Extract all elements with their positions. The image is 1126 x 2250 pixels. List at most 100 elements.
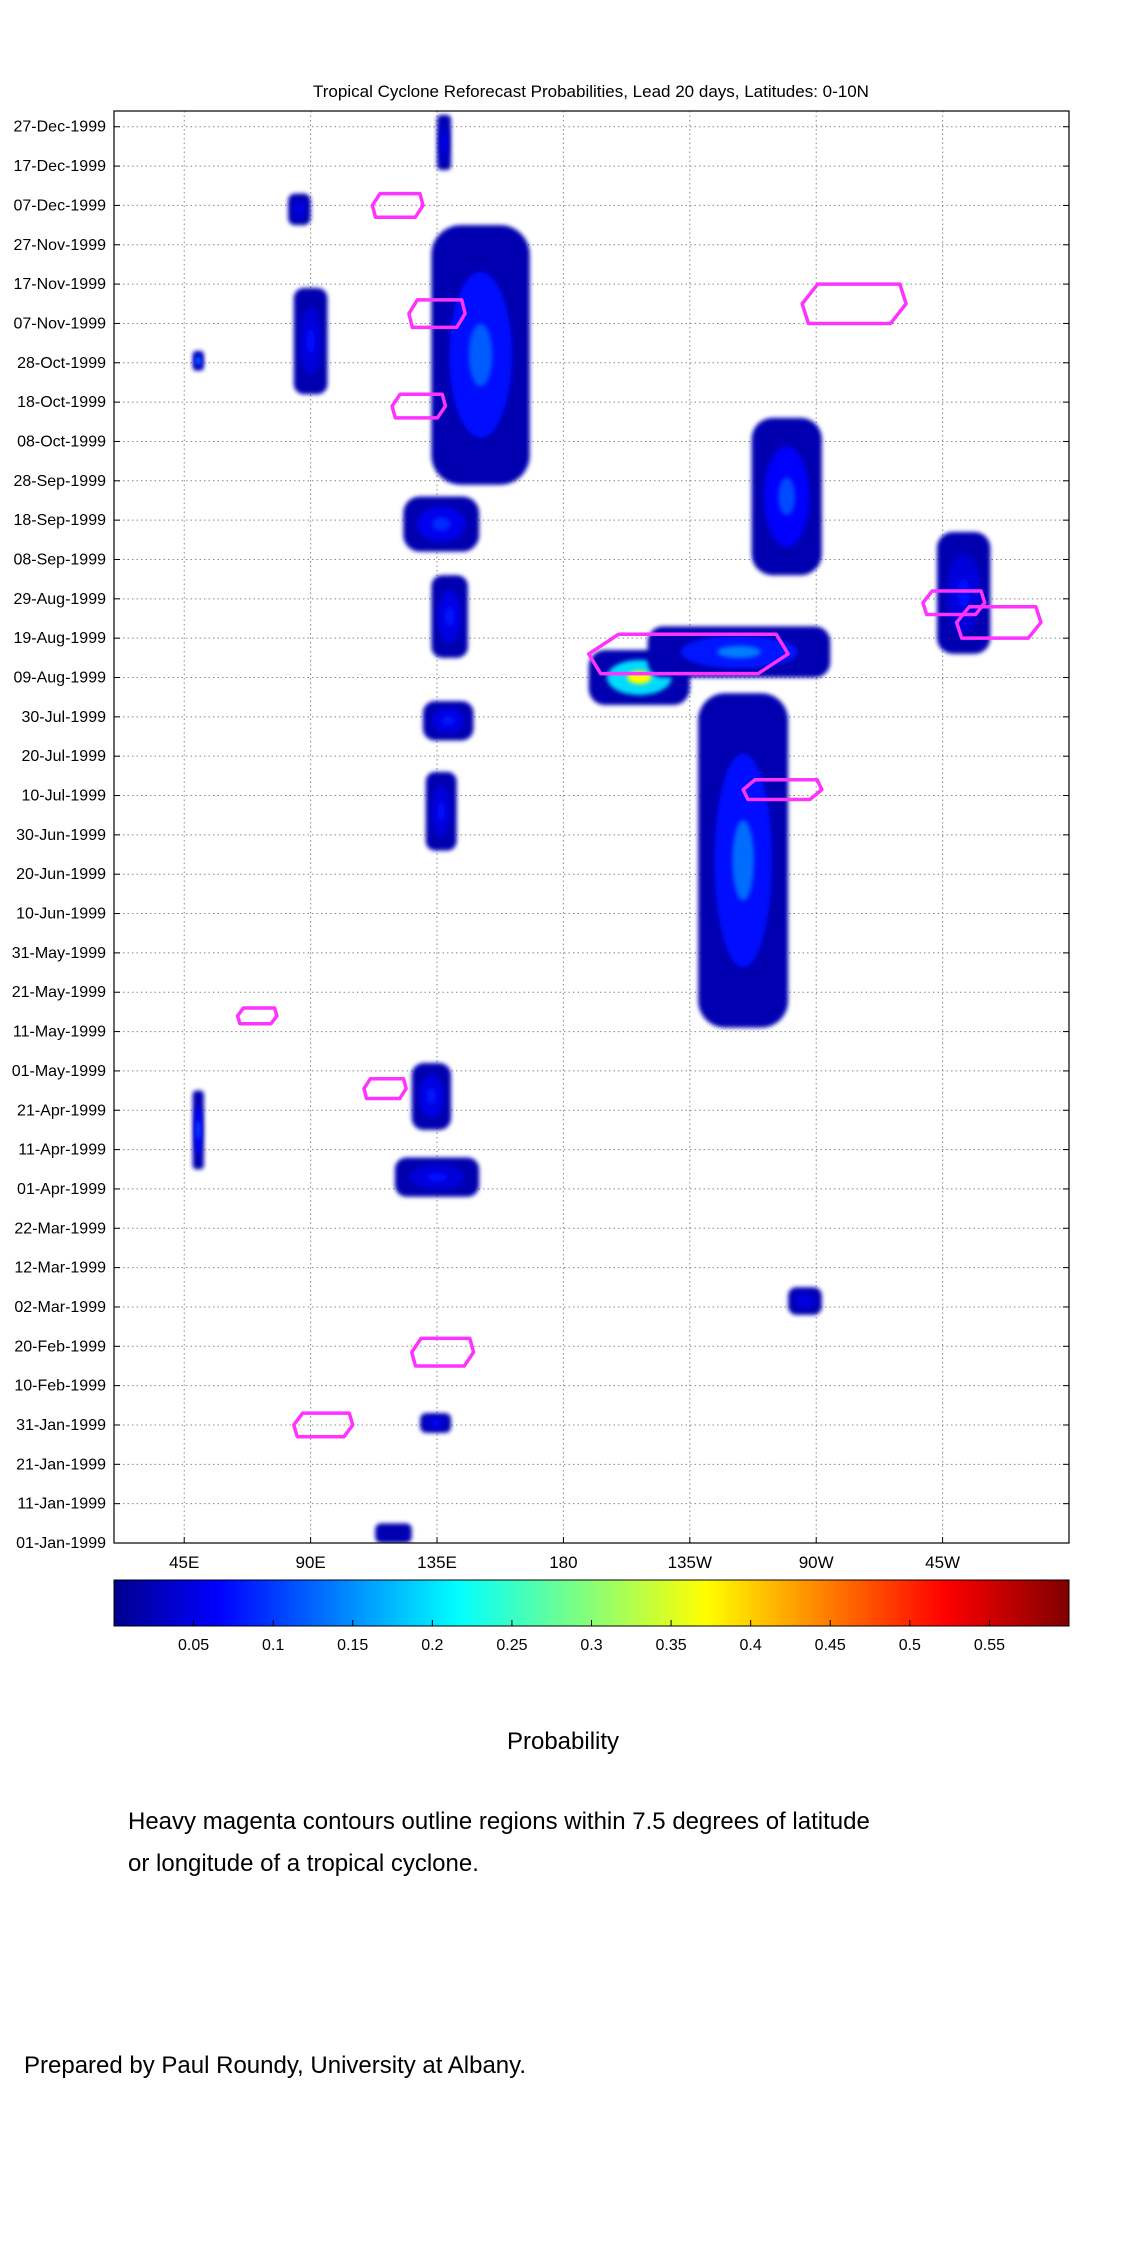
region-outer [375,1523,412,1543]
y-tick-label: 20-Jul-1999 [22,748,107,765]
y-tick-label: 07-Nov-1999 [14,315,107,332]
colorbar-tick-label: 0.5 [899,1637,921,1654]
cyclone-contour [921,589,987,617]
cyclone-contour [586,632,790,676]
probability-region [411,1063,452,1130]
cyclone-contour [292,1411,355,1439]
cyclone-contour [407,298,467,330]
colorbar-tick-label: 0.2 [421,1637,443,1654]
region-core [732,820,754,901]
plot-area [114,111,1069,1543]
colorbar-tick-label: 0.35 [656,1637,687,1654]
y-axis: 27-Dec-1999 17-Dec-1999 07-Dec-1999 27-Nov-… [12,119,1069,1552]
probability-region [293,288,328,395]
colorbar-tick-label: 0.25 [496,1637,527,1654]
y-tick-label: 10-Jul-1999 [22,788,107,805]
probability-region [788,1287,822,1315]
region-core [468,323,493,387]
cyclone-contour [390,392,448,420]
x-tick-label: 45W [925,1553,960,1572]
y-tick-label: 28-Sep-1999 [13,473,106,490]
region-core [432,517,451,531]
colorbar [113,1579,1070,1627]
x-tick-label: 135W [668,1553,712,1572]
y-tick-label: 20-Jun-1999 [16,866,106,883]
y-tick-label: 01-May-1999 [12,1063,106,1080]
y-tick-label: 07-Dec-1999 [14,197,107,214]
y-tick-label: 29-Aug-1999 [13,591,106,608]
y-tick-label: 12-Mar-1999 [14,1260,106,1277]
note-line-1: Heavy magenta contours outline regions w… [128,1808,870,1835]
region-core [717,645,761,659]
cyclone-contour [362,1077,408,1101]
probability-region [647,626,831,678]
y-tick-label: 30-Jun-1999 [16,827,106,844]
y-tick-label: 01-Apr-1999 [17,1181,106,1198]
chart-title: Tropical Cyclone Reforecast Probabilitie… [313,82,869,101]
region-core [442,716,455,726]
y-tick-label: 09-Aug-1999 [13,670,106,687]
y-tick-label: 10-Feb-1999 [14,1378,106,1395]
probability-region [403,496,480,552]
y-tick-label: 11-Jan-1999 [17,1496,106,1513]
probability-regions [192,114,991,1543]
y-tick-label: 30-Jul-1999 [22,709,107,726]
y-tick-label: 27-Nov-1999 [14,237,107,254]
y-tick-label: 08-Oct-1999 [17,433,106,450]
x-tick-label: 45E [169,1553,199,1572]
x-axis: 45E 90E 135E 180 135W 90W 45W [169,1537,960,1572]
region-core [196,358,201,364]
cyclone-contour [370,191,425,219]
credit-line: Prepared by Paul Roundy, University at A… [24,2052,527,2079]
region-core [800,1297,810,1305]
colorbar-tick-label: 0.55 [974,1637,1005,1654]
colorbar-tick-label: 0.1 [262,1637,284,1654]
probability-region [394,1157,480,1197]
y-tick-label: 28-Oct-1999 [17,355,106,372]
y-tick-label: 22-Mar-1999 [14,1220,106,1237]
probability-region [288,193,311,226]
cyclone-contour [954,604,1043,640]
y-tick-label: 21-May-1999 [12,984,106,1001]
region-core [445,606,455,627]
colorbar-tick-label: 0.15 [337,1637,368,1654]
probability-region [437,114,452,171]
region-core [437,801,445,821]
probability-region [698,693,789,1028]
region-core [431,1420,440,1426]
y-tick-label: 17-Dec-1999 [14,158,107,175]
y-tick-label: 18-Oct-1999 [17,394,106,411]
y-tick-label: 02-Mar-1999 [14,1299,106,1316]
y-tick-label: 31-Jan-1999 [16,1417,106,1434]
probability-region [192,350,204,371]
region-core [957,578,971,608]
colorbar-tick-label: 0.4 [740,1637,762,1654]
colorbar-tick-label: 0.45 [815,1637,846,1654]
cyclone-contours [235,191,1043,1439]
probability-region [420,1413,452,1433]
y-tick-label: 11-May-1999 [13,1024,106,1041]
x-tick-label: 180 [549,1553,577,1572]
y-tick-label: 10-Jun-1999 [16,906,106,923]
y-tick-label: 27-Dec-1999 [14,119,107,136]
y-tick-label: 21-Apr-1999 [17,1102,106,1119]
cyclone-contour [800,282,908,326]
x-tick-label: 90W [799,1553,834,1572]
y-tick-label: 19-Aug-1999 [13,630,106,647]
probability-region [936,531,991,654]
region-core [296,205,303,214]
probability-region [375,1523,412,1543]
probability-region [425,771,457,851]
y-tick-label: 17-Nov-1999 [14,276,107,293]
region-core [306,328,315,354]
y-tick-label: 21-Jan-1999 [16,1456,106,1473]
region-core [778,477,796,516]
y-tick-label: 01-Jan-1999 [16,1535,106,1552]
y-tick-label: 18-Sep-1999 [13,512,106,529]
colorbar-tick-label: 0.05 [178,1637,209,1654]
region-core [196,1120,201,1140]
region-core [442,135,447,150]
region-core [426,1088,437,1105]
y-tick-label: 31-May-1999 [12,945,106,962]
probability-region [431,575,468,658]
